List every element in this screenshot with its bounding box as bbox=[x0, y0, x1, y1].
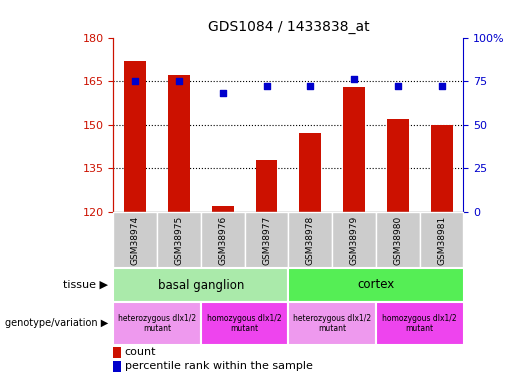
Text: cortex: cortex bbox=[357, 279, 394, 291]
Bar bbox=[113, 212, 157, 268]
Bar bbox=[124, 61, 146, 375]
Text: GSM38974: GSM38974 bbox=[131, 215, 140, 265]
Point bbox=[131, 78, 139, 84]
Bar bbox=[431, 124, 453, 375]
Text: basal ganglion: basal ganglion bbox=[158, 279, 244, 291]
Title: GDS1084 / 1433838_at: GDS1084 / 1433838_at bbox=[208, 20, 369, 34]
Bar bbox=[387, 119, 409, 375]
Text: heterozygous dlx1/2
mutant: heterozygous dlx1/2 mutant bbox=[118, 314, 196, 333]
Text: count: count bbox=[125, 347, 156, 357]
Bar bbox=[420, 212, 464, 268]
Bar bbox=[245, 212, 288, 268]
Bar bbox=[299, 134, 321, 375]
Point bbox=[393, 83, 402, 89]
Text: GSM38981: GSM38981 bbox=[437, 215, 446, 265]
Bar bbox=[168, 75, 190, 375]
Bar bbox=[201, 302, 288, 345]
Bar bbox=[255, 160, 278, 375]
Text: GSM38976: GSM38976 bbox=[218, 215, 227, 265]
Bar bbox=[113, 347, 121, 358]
Bar bbox=[288, 268, 464, 302]
Bar bbox=[113, 361, 121, 372]
Bar bbox=[212, 206, 234, 375]
Bar bbox=[288, 212, 332, 268]
Text: percentile rank within the sample: percentile rank within the sample bbox=[125, 362, 313, 371]
Point bbox=[218, 90, 227, 96]
Bar bbox=[332, 212, 376, 268]
Bar bbox=[113, 302, 201, 345]
Point bbox=[175, 78, 183, 84]
Text: GSM38975: GSM38975 bbox=[175, 215, 183, 265]
Bar bbox=[113, 268, 288, 302]
Text: heterozygous dlx1/2
mutant: heterozygous dlx1/2 mutant bbox=[293, 314, 371, 333]
Bar bbox=[376, 302, 464, 345]
Bar bbox=[288, 302, 376, 345]
Bar bbox=[376, 212, 420, 268]
Bar bbox=[157, 212, 201, 268]
Text: homozygous dlx1/2
mutant: homozygous dlx1/2 mutant bbox=[383, 314, 457, 333]
Text: GSM38978: GSM38978 bbox=[306, 215, 315, 265]
Text: GSM38979: GSM38979 bbox=[350, 215, 358, 265]
Point bbox=[262, 83, 270, 89]
Bar bbox=[343, 87, 365, 375]
Point bbox=[437, 83, 445, 89]
Text: tissue ▶: tissue ▶ bbox=[63, 280, 108, 290]
Text: GSM38980: GSM38980 bbox=[393, 215, 402, 265]
Text: GSM38977: GSM38977 bbox=[262, 215, 271, 265]
Bar bbox=[201, 212, 245, 268]
Point bbox=[350, 76, 358, 82]
Point bbox=[306, 83, 314, 89]
Text: genotype/variation ▶: genotype/variation ▶ bbox=[5, 318, 108, 328]
Text: homozygous dlx1/2
mutant: homozygous dlx1/2 mutant bbox=[208, 314, 282, 333]
